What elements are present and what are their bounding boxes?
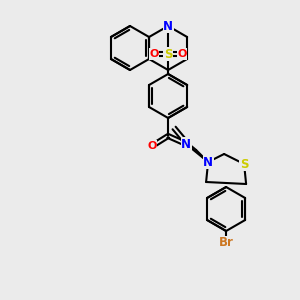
Text: N: N <box>203 155 213 169</box>
Text: N: N <box>181 137 191 151</box>
Text: O: O <box>147 141 157 151</box>
Text: O: O <box>177 49 187 59</box>
Text: O: O <box>149 49 159 59</box>
Text: S: S <box>240 158 248 170</box>
Text: N: N <box>163 20 173 32</box>
Text: S: S <box>164 47 172 61</box>
Text: Br: Br <box>219 236 233 250</box>
